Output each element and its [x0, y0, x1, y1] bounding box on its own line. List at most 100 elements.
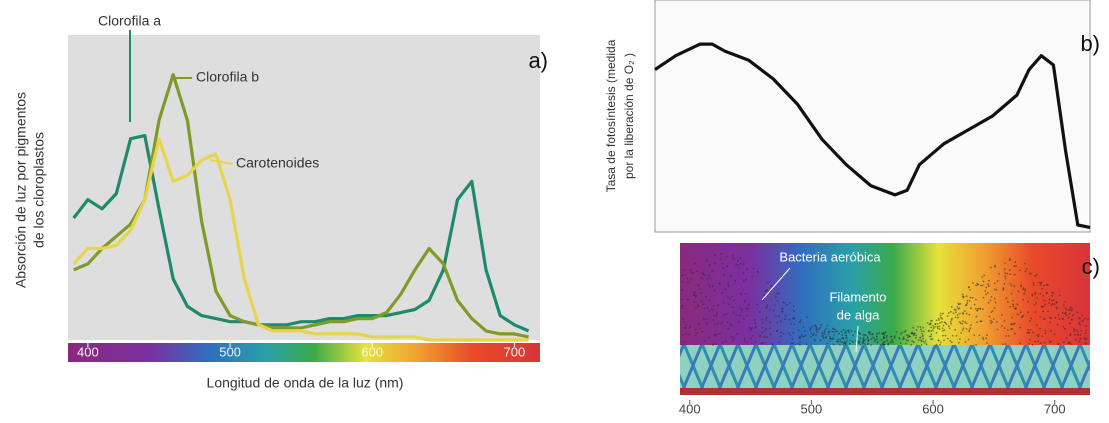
bacteria-dot — [1003, 320, 1006, 322]
bacteria-dot — [993, 307, 996, 309]
bacteria-dot — [986, 334, 988, 337]
bacteria-dot — [893, 336, 896, 339]
bacteria-dot — [732, 339, 734, 341]
bacteria-dot — [985, 286, 988, 289]
bacteria-dot — [711, 269, 714, 272]
annotation: Filamento — [829, 289, 886, 304]
bacteria-dot — [784, 315, 787, 317]
bacteria-dot — [930, 330, 933, 332]
bacteria-dot — [712, 304, 715, 307]
bacteria-dot — [1013, 273, 1016, 276]
bacteria-dot — [882, 335, 885, 338]
bacteria-dot — [976, 309, 978, 312]
series-line — [72, 137, 529, 342]
bacteria-dot — [710, 308, 713, 311]
bacteria-dot — [1048, 340, 1051, 343]
bacteria-dot — [763, 330, 766, 332]
bacteria-dot — [949, 321, 952, 323]
bacteria-dot — [868, 332, 871, 334]
bacteria-dot — [939, 343, 941, 346]
bacteria-dot — [1026, 331, 1029, 334]
bacteria-dot — [753, 319, 756, 321]
bacteria-dot — [961, 323, 964, 325]
bacteria-dot — [1016, 313, 1019, 316]
bacteria-dot — [1083, 337, 1086, 339]
bacteria-dot — [759, 334, 761, 337]
bacteria-dot — [832, 343, 835, 346]
bacteria-dot — [685, 333, 688, 336]
bacteria-dot — [943, 329, 946, 331]
bacteria-dot — [703, 307, 706, 310]
bacteria-dot — [747, 303, 750, 306]
bacteria-dot — [769, 321, 771, 324]
bacteria-dot — [955, 334, 958, 337]
bacteria-dot — [1028, 272, 1031, 275]
bacteria-dot — [708, 299, 711, 301]
series-line — [654, 42, 1091, 229]
bacteria-dot — [717, 304, 719, 306]
bacteria-dot — [1068, 312, 1071, 315]
bacteria-dot — [1055, 301, 1058, 304]
panel-label: a) — [528, 48, 548, 73]
bacteria-dot — [876, 338, 879, 341]
bacteria-dot — [1039, 316, 1042, 318]
bacteria-dot — [770, 285, 773, 287]
bacteria-dot — [976, 282, 979, 285]
annotation-leader — [855, 325, 859, 353]
bacteria-dot — [723, 274, 725, 276]
bacteria-dot — [1007, 300, 1009, 303]
bacteria-dot — [873, 337, 876, 339]
bacteria-dot — [950, 310, 952, 313]
bacteria-dot — [774, 296, 777, 299]
bacteria-dot — [681, 288, 683, 291]
bacteria-dot — [729, 297, 731, 300]
bacteria-dot — [971, 296, 974, 299]
bacteria-dot — [912, 326, 914, 329]
bacteria-dot — [1054, 316, 1057, 319]
bacteria-dot — [1027, 311, 1030, 314]
bacteria-dot — [841, 334, 844, 337]
x-tick-label: 400 — [679, 401, 701, 416]
bacteria-dot — [1035, 273, 1038, 276]
bacteria-dot — [967, 338, 970, 341]
bacteria-dot — [1004, 275, 1006, 278]
bacteria-dot — [743, 279, 745, 282]
bacteria-dot — [766, 281, 769, 284]
bacteria-dot — [928, 329, 930, 332]
bacteria-dot — [758, 311, 761, 313]
bacteria-dot — [1065, 314, 1068, 316]
bacteria-dot — [1071, 307, 1073, 310]
bacteria-dot — [789, 334, 791, 337]
bacteria-dot — [1082, 319, 1085, 322]
spectrum-bar-a — [68, 343, 540, 362]
bacteria-dot — [922, 334, 924, 337]
bacteria-dot — [965, 312, 968, 315]
bacteria-dot — [931, 320, 933, 322]
bacteria-dot — [852, 334, 854, 337]
bacteria-dot — [1040, 281, 1043, 284]
bacteria-dot — [863, 343, 866, 345]
bacteria-dot — [990, 311, 993, 313]
bacteria-dot — [778, 315, 780, 318]
bacteria-dot — [1036, 297, 1038, 299]
bacteria-dot — [1070, 343, 1073, 345]
bacteria-dot — [752, 267, 755, 270]
bacteria-dot — [1068, 322, 1071, 325]
bacteria-dot — [682, 317, 685, 320]
bacteria-dot — [923, 330, 925, 333]
bacteria-dot — [1035, 324, 1038, 326]
bacteria-dot — [871, 336, 874, 339]
bacteria-dot — [921, 333, 923, 335]
bacteria-dot — [681, 307, 683, 309]
bacteria-dot — [936, 323, 939, 325]
bacteria-dot — [821, 335, 823, 337]
bacteria-dot — [940, 341, 942, 343]
bacteria-dot — [809, 327, 812, 330]
bacteria-dot — [975, 344, 977, 346]
bacteria-dot — [1085, 329, 1088, 332]
bacteria-dot — [1076, 333, 1079, 336]
bacteria-dot — [962, 320, 964, 323]
bacteria-dot — [913, 332, 915, 335]
bacteria-dot — [957, 307, 960, 310]
bacteria-dot — [681, 304, 683, 307]
